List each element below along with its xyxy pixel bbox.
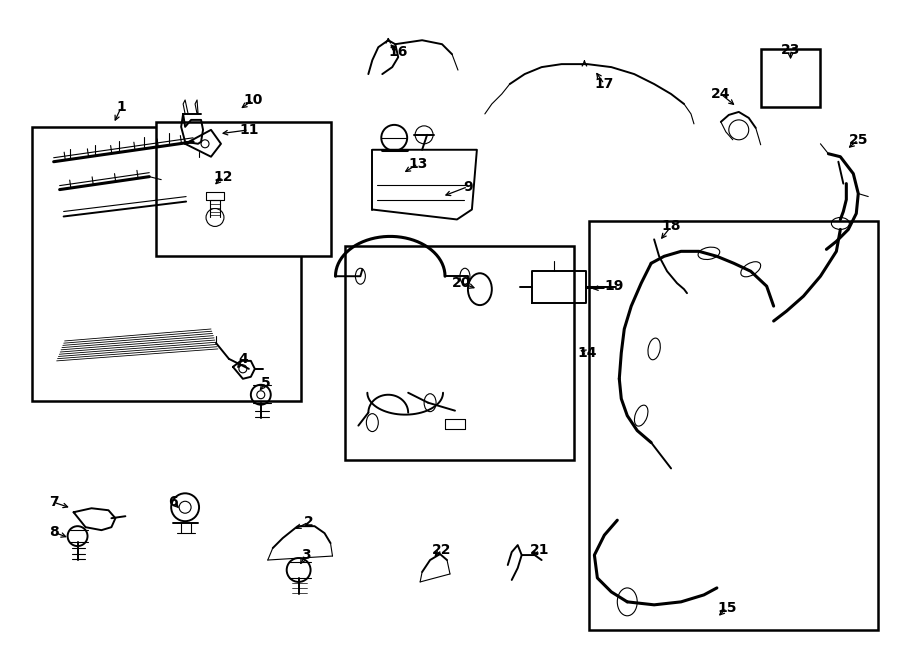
Bar: [32, 127, 301, 401]
Bar: [157, 122, 330, 256]
Text: 17: 17: [595, 77, 614, 91]
Text: 20: 20: [453, 276, 472, 290]
Text: 15: 15: [717, 601, 736, 615]
Text: 23: 23: [781, 43, 800, 58]
Text: 1: 1: [116, 100, 126, 114]
Text: 6: 6: [168, 495, 178, 509]
Text: 10: 10: [243, 93, 263, 107]
Text: 12: 12: [213, 170, 233, 184]
Bar: [346, 247, 574, 461]
Text: 2: 2: [303, 515, 313, 529]
Text: 7: 7: [49, 495, 58, 509]
Bar: [760, 49, 821, 107]
Text: 4: 4: [238, 352, 248, 366]
Bar: [590, 221, 878, 630]
Text: 14: 14: [578, 346, 598, 360]
Text: 8: 8: [49, 525, 58, 539]
Text: 24: 24: [711, 87, 731, 101]
Text: 25: 25: [849, 133, 868, 147]
Text: 9: 9: [464, 180, 472, 194]
Text: 22: 22: [432, 543, 452, 557]
Text: 11: 11: [239, 123, 258, 137]
Text: 16: 16: [389, 45, 408, 59]
Text: 19: 19: [605, 279, 624, 293]
Text: 21: 21: [530, 543, 549, 557]
Text: 5: 5: [261, 376, 271, 390]
Text: 18: 18: [662, 219, 680, 233]
Text: 3: 3: [301, 548, 310, 562]
Text: 13: 13: [409, 157, 428, 171]
